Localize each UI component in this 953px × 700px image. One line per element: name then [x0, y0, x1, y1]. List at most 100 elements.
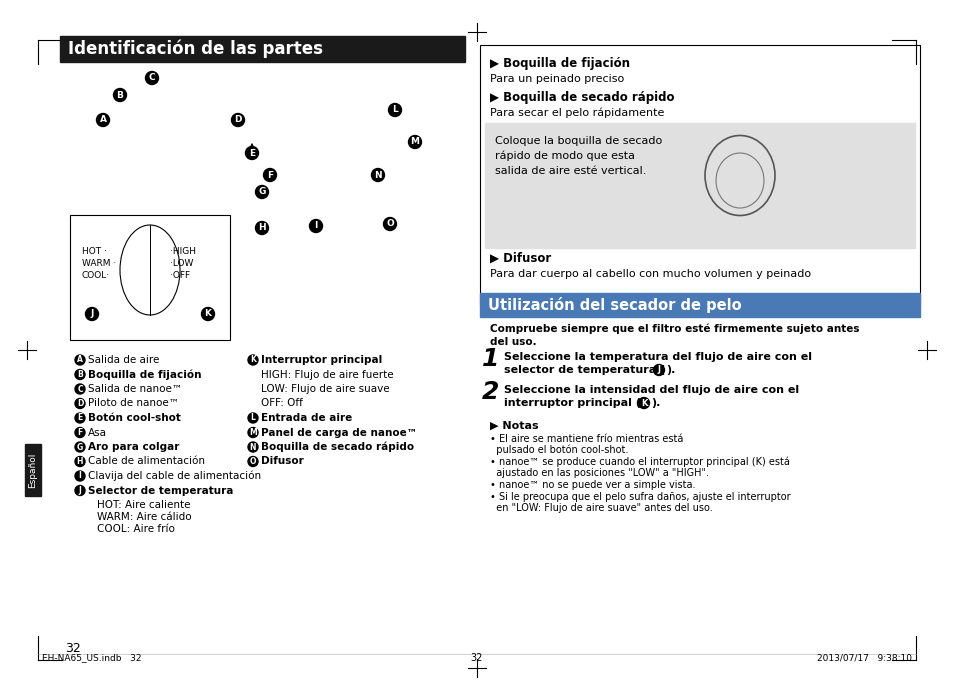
Text: pulsado el botón cool-shot.: pulsado el botón cool-shot.	[490, 444, 628, 455]
Circle shape	[75, 398, 85, 409]
Text: Español: Español	[29, 452, 37, 488]
Circle shape	[232, 113, 244, 127]
Text: 1: 1	[481, 347, 498, 371]
Circle shape	[75, 471, 85, 481]
Bar	[70, 215, 230, 340]
Text: ·LOW: ·LOW	[170, 260, 193, 269]
Circle shape	[248, 413, 257, 423]
Circle shape	[653, 365, 664, 375]
Circle shape	[388, 104, 401, 116]
Text: Para un peinado preciso: Para un peinado preciso	[490, 74, 623, 84]
Circle shape	[248, 428, 257, 438]
Bar	[484, 123, 914, 248]
Text: F: F	[77, 428, 83, 437]
Text: COOL: Aire frío: COOL: Aire frío	[97, 524, 174, 534]
Text: ).: ).	[665, 365, 675, 375]
Text: E: E	[249, 148, 254, 158]
Circle shape	[309, 220, 322, 232]
Text: J: J	[91, 309, 93, 318]
Circle shape	[371, 169, 384, 181]
Text: I: I	[314, 221, 317, 230]
Text: Difusor: Difusor	[261, 456, 303, 466]
Text: Salida de aire: Salida de aire	[88, 355, 159, 365]
Text: J: J	[78, 486, 81, 495]
Text: D: D	[234, 116, 241, 125]
Text: • Si le preocupa que el pelo sufra daños, ajuste el interruptor: • Si le preocupa que el pelo sufra daños…	[490, 492, 790, 502]
Text: del uso.: del uso.	[490, 337, 536, 347]
Text: ▶ Boquilla de secado rápido: ▶ Boquilla de secado rápido	[490, 90, 674, 104]
Circle shape	[248, 456, 257, 466]
Text: ▶ Notas: ▶ Notas	[490, 421, 538, 431]
Text: M: M	[249, 428, 256, 437]
Text: LOW: Flujo de aire suave: LOW: Flujo de aire suave	[261, 384, 389, 394]
Circle shape	[383, 218, 396, 230]
Text: interruptor principal (: interruptor principal (	[503, 398, 640, 408]
Text: ·OFF: ·OFF	[170, 272, 190, 281]
Text: 2013/07/17   9:38:10: 2013/07/17 9:38:10	[816, 654, 911, 662]
Bar	[479, 293, 919, 317]
Text: Boquilla de fijación: Boquilla de fijación	[88, 370, 201, 379]
Circle shape	[75, 370, 85, 379]
Circle shape	[638, 398, 649, 409]
Text: • nanoe™ no se puede ver a simple vista.: • nanoe™ no se puede ver a simple vista.	[490, 480, 695, 490]
Circle shape	[263, 169, 276, 181]
Text: Entrada de aire: Entrada de aire	[261, 413, 352, 423]
Text: HIGH: Flujo de aire fuerte: HIGH: Flujo de aire fuerte	[261, 370, 394, 379]
Text: Coloque la boquilla de secado: Coloque la boquilla de secado	[495, 136, 661, 146]
Text: rápido de modo que esta: rápido de modo que esta	[495, 150, 635, 161]
Circle shape	[75, 413, 85, 423]
Circle shape	[75, 486, 85, 496]
Text: selector de temperatura (: selector de temperatura (	[503, 365, 664, 375]
Text: Boquilla de secado rápido: Boquilla de secado rápido	[261, 442, 414, 452]
Text: ).: ).	[650, 398, 659, 408]
Text: EH-NA65_US.indb   32: EH-NA65_US.indb 32	[42, 654, 141, 662]
Bar	[60, 36, 464, 62]
Text: ▶ Boquilla de fijación: ▶ Boquilla de fijación	[490, 57, 629, 69]
Circle shape	[245, 146, 258, 160]
Circle shape	[255, 186, 268, 199]
Text: ▶ Difusor: ▶ Difusor	[490, 251, 551, 265]
Text: C: C	[149, 74, 155, 83]
Text: E: E	[77, 414, 83, 423]
Text: C: C	[77, 384, 83, 393]
Text: K: K	[204, 309, 212, 318]
Text: K: K	[640, 398, 646, 407]
Text: H: H	[76, 457, 83, 466]
Text: Asa: Asa	[88, 428, 107, 438]
Text: Cable de alimentación: Cable de alimentación	[88, 456, 205, 466]
Text: 32: 32	[65, 641, 81, 654]
Circle shape	[75, 442, 85, 452]
Text: ajustado en las posiciones "LOW" a "HIGH".: ajustado en las posiciones "LOW" a "HIGH…	[490, 468, 708, 478]
Text: G: G	[258, 188, 265, 197]
Text: N: N	[250, 442, 256, 452]
Text: B: B	[116, 90, 123, 99]
Text: K: K	[250, 356, 255, 365]
Text: F: F	[267, 171, 273, 179]
Text: Panel de carga de nanoe™: Panel de carga de nanoe™	[261, 428, 416, 438]
Text: G: G	[77, 442, 83, 452]
Circle shape	[113, 88, 127, 102]
Text: L: L	[392, 106, 397, 115]
Circle shape	[75, 456, 85, 466]
Text: L: L	[251, 414, 255, 423]
Text: N: N	[374, 171, 381, 179]
Text: B: B	[77, 370, 83, 379]
Circle shape	[75, 355, 85, 365]
Circle shape	[255, 221, 268, 234]
Text: Identificación de las partes: Identificación de las partes	[68, 40, 323, 58]
Text: J: J	[657, 365, 659, 375]
Text: Utilización del secador de pelo: Utilización del secador de pelo	[488, 297, 740, 313]
Circle shape	[408, 136, 421, 148]
Text: 32: 32	[471, 653, 482, 663]
Text: A: A	[77, 356, 83, 365]
Text: WARM ·: WARM ·	[82, 260, 116, 269]
Circle shape	[75, 384, 85, 394]
Text: H: H	[258, 223, 266, 232]
Text: O: O	[386, 220, 394, 228]
Text: ·HIGH: ·HIGH	[170, 248, 195, 256]
Text: Seleccione la intensidad del flujo de aire con el: Seleccione la intensidad del flujo de ai…	[503, 385, 799, 395]
Text: Aro para colgar: Aro para colgar	[88, 442, 179, 452]
Text: en "LOW: Flujo de aire suave" antes del uso.: en "LOW: Flujo de aire suave" antes del …	[490, 503, 712, 513]
Text: Selector de temperatura: Selector de temperatura	[88, 486, 233, 496]
Circle shape	[248, 442, 257, 452]
